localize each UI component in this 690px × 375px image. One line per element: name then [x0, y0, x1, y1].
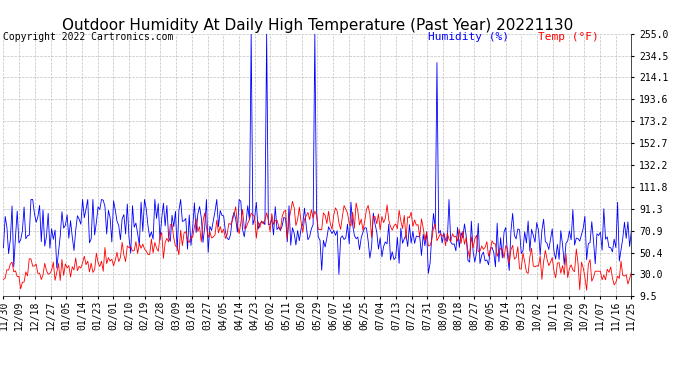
Text: Copyright 2022 Cartronics.com: Copyright 2022 Cartronics.com — [3, 32, 174, 42]
Text: Temp (°F): Temp (°F) — [538, 32, 599, 42]
Title: Outdoor Humidity At Daily High Temperature (Past Year) 20221130: Outdoor Humidity At Daily High Temperatu… — [62, 18, 573, 33]
Text: Humidity (%): Humidity (%) — [428, 32, 509, 42]
